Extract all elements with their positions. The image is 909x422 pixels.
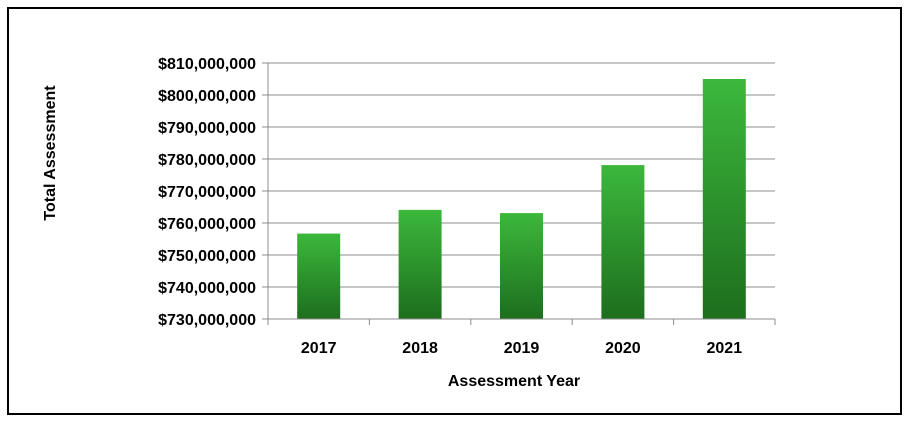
x-axis-title: Assessment Year	[448, 373, 580, 390]
y-tick-label: $730,000,000	[158, 312, 256, 329]
x-tick-label: 2017	[301, 340, 337, 357]
gridlines	[268, 62, 775, 288]
y-tick-label: $780,000,000	[158, 152, 256, 169]
bar-2021	[702, 79, 746, 319]
bar-2019	[500, 213, 543, 319]
y-tick-label: $800,000,000	[158, 88, 256, 105]
x-tick-label: 2018	[402, 340, 438, 357]
y-tick-label: $760,000,000	[158, 216, 256, 233]
y-axis-title: Total Assessment	[42, 85, 59, 221]
bars	[297, 79, 746, 319]
tick-labels: $730,000,000 $740,000,000 $750,000,000 $760…	[158, 56, 742, 357]
chart-frame	[7, 7, 902, 415]
y-tick-label: $740,000,000	[158, 280, 256, 297]
x-tick-label: 2020	[605, 340, 641, 357]
bar-2018	[398, 209, 442, 319]
y-tick-label: $790,000,000	[158, 120, 256, 137]
y-tick-label: $810,000,000	[158, 56, 256, 73]
bar-2020	[601, 165, 645, 319]
axes	[262, 62, 776, 325]
y-tick-label: $750,000,000	[158, 248, 256, 265]
y-tick-label: $770,000,000	[158, 184, 256, 201]
x-tick-label: 2021	[707, 340, 743, 357]
x-tick-label: 2019	[504, 340, 540, 357]
bar-2017	[297, 233, 341, 319]
